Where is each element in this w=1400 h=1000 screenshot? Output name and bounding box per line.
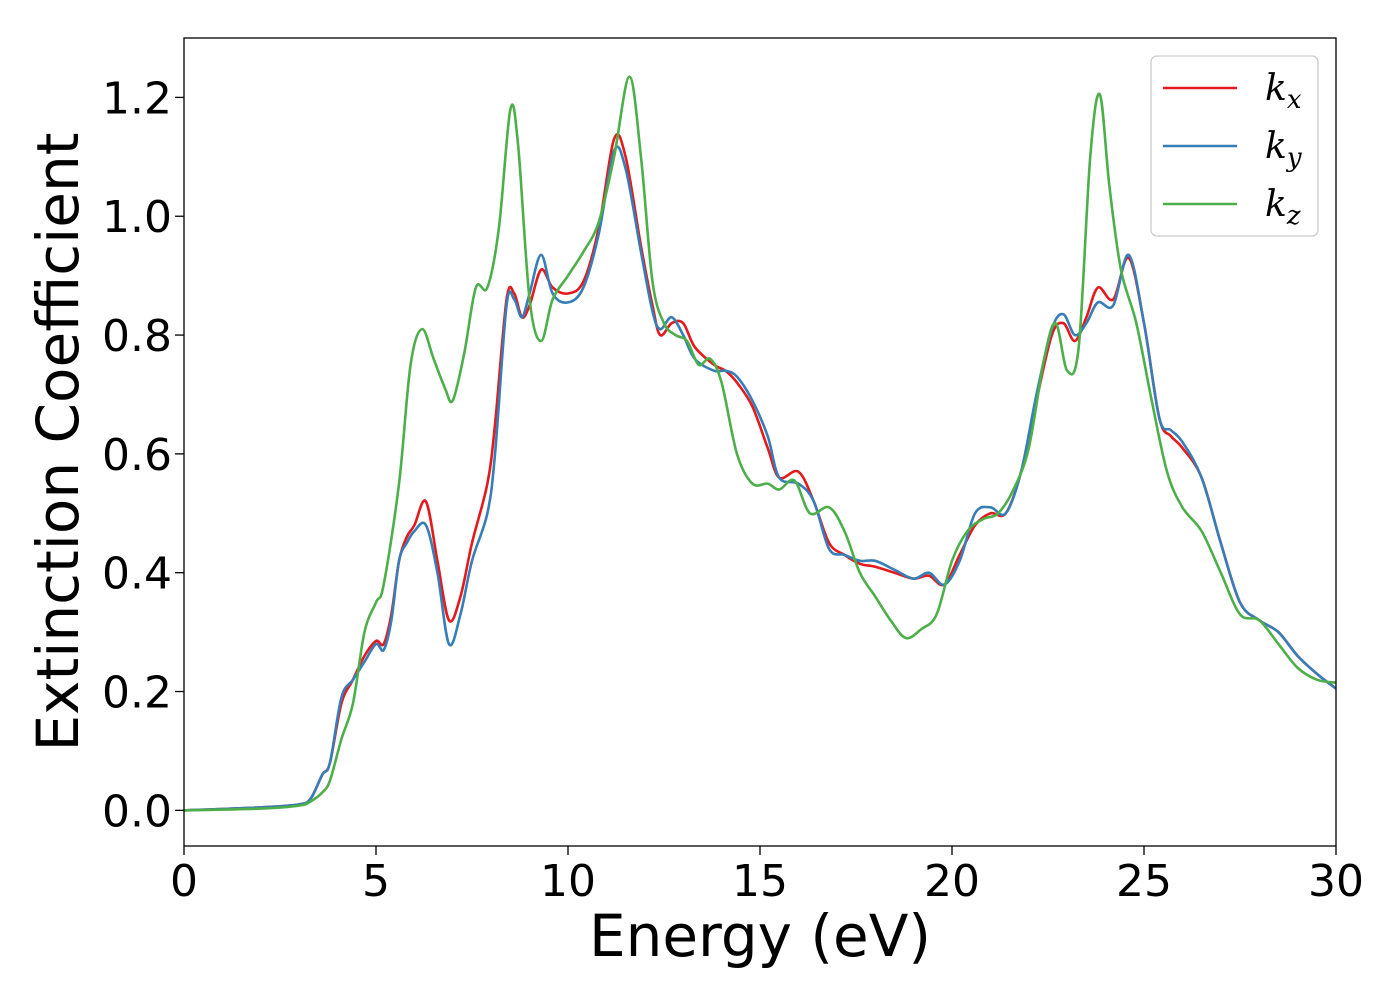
x-tick-label: 10 bbox=[540, 856, 596, 907]
x-tick-label: 0 bbox=[170, 856, 198, 907]
legend-label-kz: kz bbox=[1265, 184, 1301, 231]
legend-label-kx: kx bbox=[1265, 68, 1302, 115]
legend-label-ky: ky bbox=[1265, 126, 1302, 173]
x-axis: 0 5 10 15 20 25 30 bbox=[170, 846, 1364, 907]
series-line-ky bbox=[184, 145, 1336, 812]
y-axis-title: Extinction Coefficient bbox=[24, 133, 92, 752]
legend: kx ky kz bbox=[1150, 55, 1319, 237]
y-tick-label: 1.0 bbox=[102, 192, 172, 243]
y-tick-label: 0.2 bbox=[102, 668, 172, 719]
y-axis: 0.0 0.2 0.4 0.6 0.8 1.0 1.2 bbox=[102, 73, 184, 837]
y-tick-label: 0.0 bbox=[102, 786, 172, 837]
x-tick-label: 5 bbox=[362, 856, 390, 907]
x-tick-label: 30 bbox=[1308, 856, 1364, 907]
plot-area bbox=[184, 75, 1336, 812]
x-tick-label: 15 bbox=[732, 856, 788, 907]
x-tick-label: 25 bbox=[1116, 856, 1172, 907]
x-tick-label: 20 bbox=[924, 856, 980, 907]
series-line-kx bbox=[184, 132, 1336, 812]
x-axis-title: Energy (eV) bbox=[589, 902, 931, 970]
series-line-kz bbox=[184, 75, 1336, 812]
y-tick-label: 0.6 bbox=[102, 430, 172, 481]
y-tick-label: 0.8 bbox=[102, 311, 172, 362]
y-tick-label: 1.2 bbox=[102, 73, 172, 124]
y-tick-label: 0.4 bbox=[102, 549, 172, 600]
